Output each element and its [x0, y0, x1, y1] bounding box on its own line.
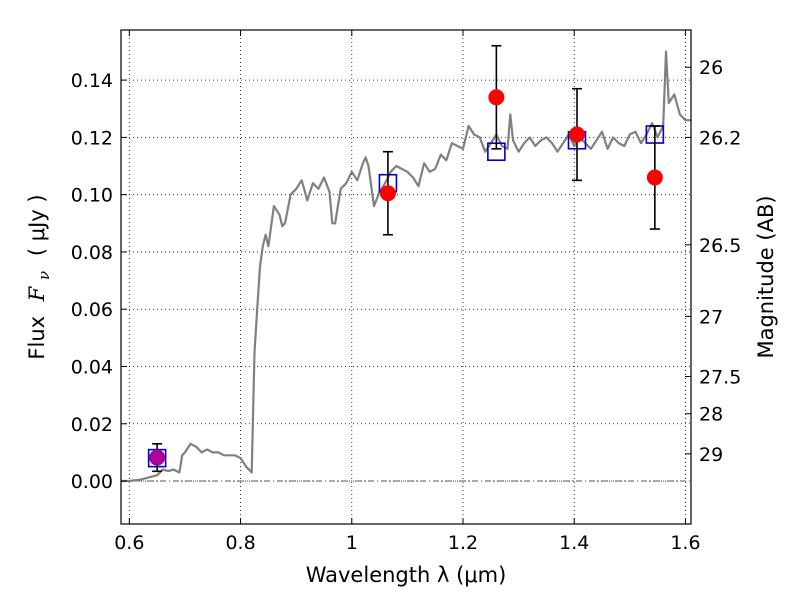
y-axis-label-unit: ( μJy ): [25, 194, 49, 256]
plot-frame: [120, 29, 692, 525]
spectrum-line: [121, 50, 691, 483]
right-tick-label: 26: [699, 57, 723, 79]
observed-point-marker: [646, 169, 663, 186]
observed-point-marker: [569, 126, 585, 143]
observed-points: [149, 89, 663, 466]
right-tick-label: 28: [699, 404, 723, 426]
x-axis-label: Wavelength λ (μm): [306, 563, 507, 587]
x-tick-label: 1: [346, 532, 358, 554]
y-axis-label-prefix: Flux: [25, 316, 49, 360]
y-tick-label: 0.02: [71, 414, 113, 436]
x-tick-label: 1.4: [559, 532, 589, 554]
x-tick-label: 0.8: [225, 532, 255, 554]
observed-point-marker: [379, 185, 396, 202]
y-tick-label: 0.04: [71, 356, 113, 378]
y-tick-label: 0.08: [71, 242, 113, 264]
observed-point-marker: [488, 89, 505, 106]
y-tick-label: 0.14: [71, 70, 113, 92]
y-axis-label-subscript: ν: [35, 271, 53, 280]
right-tick-label: 26.2: [699, 127, 741, 149]
y-tick-label: 0.00: [71, 471, 113, 493]
right-tick-label: 27: [699, 306, 723, 328]
model-spectrum: [121, 50, 691, 483]
y-tick-label: 0.10: [71, 185, 113, 207]
axis-ticks: [121, 30, 691, 524]
right-tick-label: 29: [699, 444, 723, 466]
y-axis-label-symbol: F: [25, 285, 49, 302]
tick-labels: 0.6 0.8 1 1.2 1.4 1.6 0.00 0.02 0.04 0.06 0.08 0.10…: [71, 57, 742, 554]
y-tick-label: 0.12: [71, 127, 113, 149]
y-axis-label-left: Flux F ν ( μJy ): [25, 194, 54, 359]
grid: [121, 30, 691, 524]
x-tick-label: 0.6: [114, 532, 144, 554]
right-tick-label: 26.5: [699, 235, 741, 257]
y-axis-label-right: Magnitude (AB): [754, 195, 778, 358]
observed-point-marker: [149, 449, 166, 466]
right-tick-label: 27.5: [699, 367, 741, 389]
x-tick-label: 1.6: [670, 532, 700, 554]
y-tick-label: 0.06: [71, 299, 113, 321]
error-bars: [152, 44, 660, 473]
x-tick-label: 1.2: [448, 532, 478, 554]
model-bandpass-points: [147, 125, 665, 468]
